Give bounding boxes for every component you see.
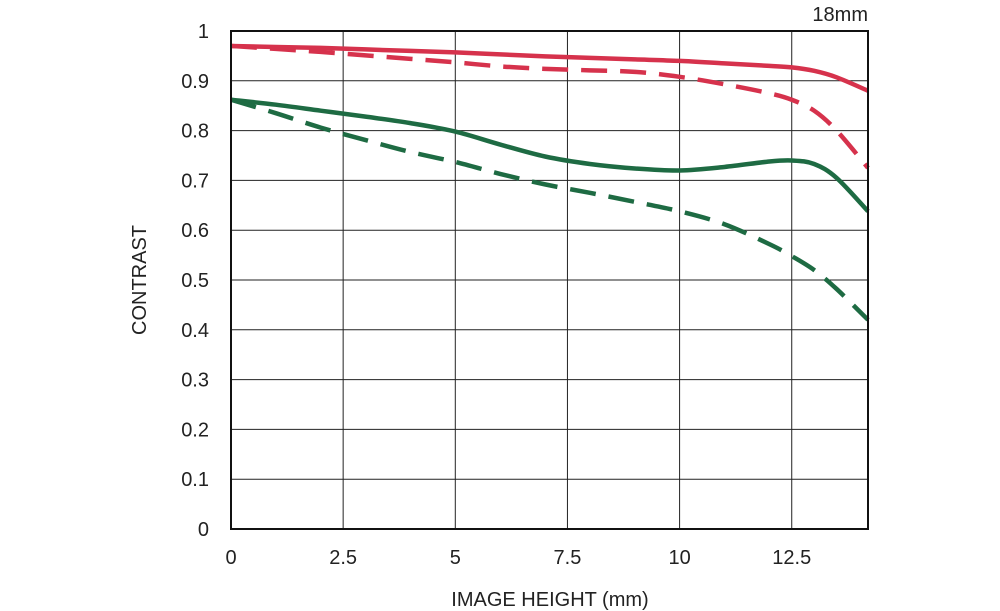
y-tick-label: 0.1 xyxy=(181,469,209,491)
y-tick-labels: 0 0.1 0.2 0.3 0.4 0.5 0.6 0.7 0.8 0.9 1 xyxy=(181,21,209,541)
y-tick-label: 0.9 xyxy=(181,71,209,93)
y-tick-label: 0.2 xyxy=(181,419,209,441)
series-line-1-solid xyxy=(230,43,869,93)
x-tick-label: 12.5 xyxy=(772,547,811,569)
x-tick-label: 7.5 xyxy=(554,547,582,569)
y-axis-label: CONTRAST xyxy=(129,225,151,335)
x-tick-label: 2.5 xyxy=(329,547,357,569)
series-lines xyxy=(230,43,870,322)
plot-frame xyxy=(230,30,869,530)
x-tick-label: 10 xyxy=(668,547,690,569)
y-tick-label: 0.7 xyxy=(181,170,209,192)
series-line-3-solid xyxy=(230,97,870,213)
y-tick-label: 0.3 xyxy=(181,370,209,392)
x-axis-label: IMAGE HEIGHT (mm) xyxy=(451,589,648,611)
grid xyxy=(230,30,868,530)
x-tick-labels: 0 2.5 5 7.5 10 12.5 xyxy=(225,547,811,569)
series-line-2-dashed xyxy=(230,43,870,170)
y-tick-label: 0.4 xyxy=(181,320,209,342)
chart-title: 18mm xyxy=(812,4,868,26)
x-tick-label: 5 xyxy=(450,547,461,569)
series-line-4-dashed xyxy=(230,97,870,322)
y-tick-label: 0.6 xyxy=(181,220,209,242)
y-tick-label: 0.5 xyxy=(181,270,209,292)
y-tick-label: 1 xyxy=(198,21,209,43)
y-tick-label: 0.8 xyxy=(181,121,209,143)
y-tick-label: 0 xyxy=(198,519,209,541)
x-tick-label: 0 xyxy=(225,547,236,569)
